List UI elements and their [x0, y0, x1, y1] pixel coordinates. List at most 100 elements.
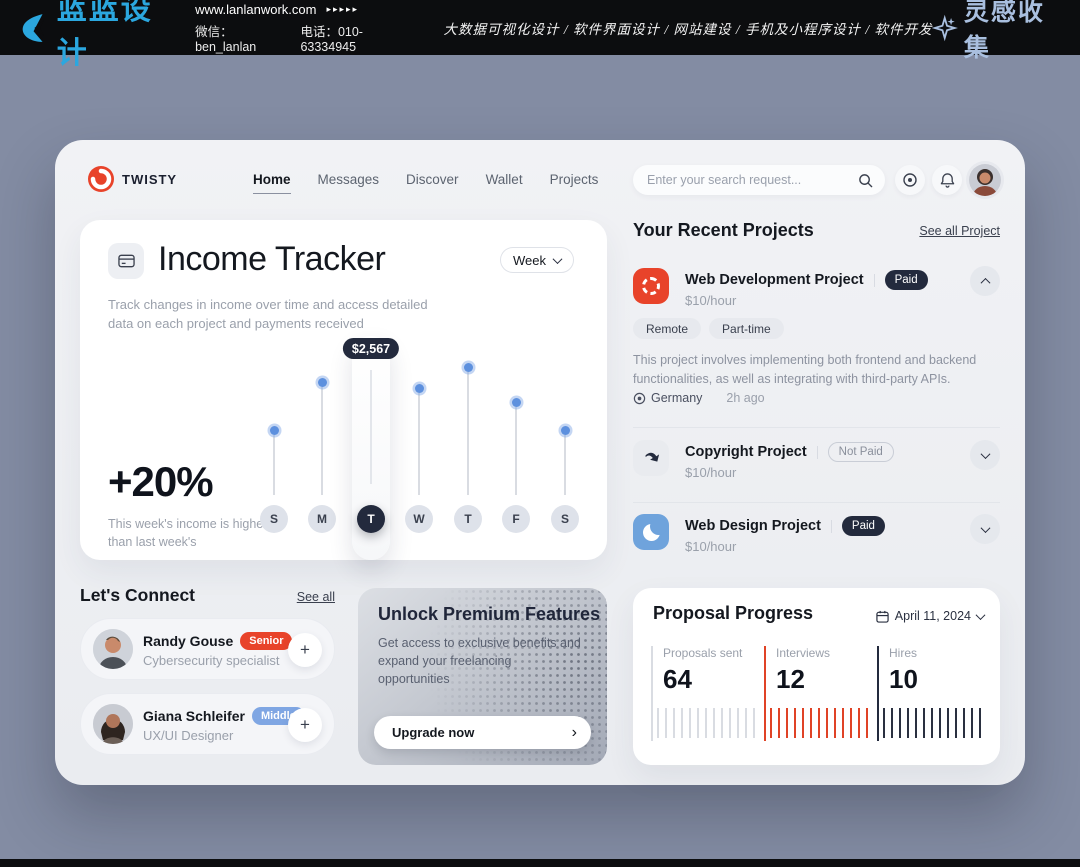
- date-picker[interactable]: April 11, 2024: [876, 609, 986, 623]
- see-all-connections-link[interactable]: See all: [296, 590, 335, 604]
- tag-part-time[interactable]: Part-time: [709, 318, 784, 339]
- divider: [830, 519, 832, 533]
- project-icon-box: [633, 440, 669, 476]
- banner-wechat: 微信：ben_lanlan: [195, 24, 257, 54]
- nav-home[interactable]: Home: [253, 172, 291, 194]
- project-row-copyright: Copyright Project Not Paid $10/hour: [633, 440, 1000, 495]
- bottom-black-bar: [0, 859, 1080, 867]
- chart-day-label[interactable]: F: [502, 505, 530, 533]
- progress-tick: [907, 708, 909, 738]
- chart-stem: [370, 370, 372, 484]
- person-avatar-image: [93, 704, 133, 744]
- nav-discover[interactable]: Discover: [406, 172, 459, 187]
- add-connection-button[interactable]: +: [288, 633, 322, 667]
- progress-tick: [858, 708, 860, 738]
- income-title: Income Tracker: [158, 240, 386, 278]
- progress-tick: [786, 708, 788, 738]
- person-name: Giana Schleifer: [143, 708, 245, 724]
- progress-tick: [866, 708, 868, 738]
- nav-messages[interactable]: Messages: [317, 172, 380, 187]
- chart-data-dot: [414, 384, 424, 393]
- metric-hires: Hires 10: [877, 646, 987, 742]
- chart-stem: [273, 435, 275, 495]
- app-brand: TWISTY: [88, 166, 177, 192]
- chart-day-column[interactable]: S: [250, 316, 298, 533]
- income-subtitle: Track changes in income over time and ac…: [108, 297, 428, 331]
- progress-tick: [705, 708, 707, 738]
- collapse-project-button[interactable]: [970, 266, 1000, 296]
- upgrade-now-button[interactable]: Upgrade now ›: [374, 716, 591, 749]
- progress-tick: [681, 708, 683, 738]
- metric-interviews: Interviews 12: [764, 646, 874, 742]
- chart-day-column[interactable]: W: [395, 316, 443, 533]
- premium-body: Get access to exclusive benefits and exp…: [378, 636, 581, 687]
- payment-badge: Not Paid: [827, 442, 894, 462]
- upgrade-label: Upgrade now: [392, 725, 475, 740]
- metric-divider: [764, 646, 766, 741]
- nav-wallet[interactable]: Wallet: [485, 172, 523, 187]
- add-connection-button[interactable]: +: [288, 708, 322, 742]
- connection-card-giana: Giana Schleifer Middle UX/UI Designer +: [80, 693, 335, 755]
- chart-day-column[interactable]: T: [444, 316, 492, 533]
- see-all-projects-link[interactable]: See all Project: [919, 224, 1000, 238]
- metric-proposals-sent: Proposals sent 64: [651, 646, 761, 742]
- chart-stem: [418, 393, 420, 495]
- level-badge: Senior: [240, 632, 293, 650]
- lets-connect-heading: Let's Connect: [80, 585, 196, 605]
- notifications-button[interactable]: [932, 165, 962, 195]
- chart-day-label[interactable]: W: [405, 505, 433, 533]
- progress-tick: [931, 708, 933, 738]
- chart-day-label[interactable]: M: [308, 505, 336, 533]
- search-bar[interactable]: [633, 165, 885, 195]
- progress-tick: [947, 708, 949, 738]
- chart-day-column[interactable]: S: [541, 316, 589, 533]
- crescent-icon: [642, 517, 667, 541]
- project-rate: $10/hour: [685, 539, 737, 554]
- tag-remote[interactable]: Remote: [633, 318, 702, 339]
- settings-target-button[interactable]: [895, 165, 925, 195]
- chevron-up-icon: [980, 277, 990, 288]
- chart-day-column[interactable]: F: [492, 316, 540, 533]
- progress-tick: [689, 708, 691, 738]
- proposal-progress-card: Proposal Progress April 11, 2024 Proposa…: [633, 588, 1000, 765]
- chart-value-tooltip: $2,567: [342, 338, 400, 359]
- expand-project-button[interactable]: [970, 440, 1000, 470]
- chart-day-label[interactable]: T: [357, 505, 385, 533]
- project-title: Copyright Project: [685, 444, 807, 460]
- promo-banner: 蓝蓝设计 www.lanlanwork.com ▸▸▸▸▸ 微信：ben_lan…: [0, 0, 1080, 70]
- progress-tick: [794, 708, 796, 738]
- user-avatar[interactable]: [969, 164, 1001, 196]
- nav-projects[interactable]: Projects: [549, 172, 599, 187]
- chart-day-column[interactable]: M: [298, 316, 346, 533]
- chart-day-column[interactable]: $2,567 T: [342, 316, 400, 560]
- progress-tick: [842, 708, 844, 738]
- progress-tick: [915, 708, 917, 738]
- progress-tick: [891, 708, 893, 738]
- search-input[interactable]: [647, 173, 858, 187]
- progress-tick: [979, 708, 981, 738]
- lanlan-logo: 蓝蓝设计: [18, 0, 173, 72]
- person-name: Randy Gouse: [143, 633, 234, 649]
- metric-value: 64: [663, 664, 692, 694]
- chart-data-dot: [463, 363, 473, 372]
- chart-day-label[interactable]: S: [551, 505, 579, 533]
- expand-project-button[interactable]: [970, 514, 1000, 544]
- premium-upsell-card: Unlock Premium Features Get access to ex…: [358, 588, 607, 765]
- metric-label: Hires: [889, 646, 918, 660]
- period-select[interactable]: Week: [500, 247, 574, 273]
- chevron-down-icon: [552, 253, 563, 264]
- divider: [873, 273, 875, 287]
- payment-badge: Paid: [884, 270, 928, 290]
- proposal-title: Proposal Progress: [653, 603, 814, 623]
- chart-day-label[interactable]: T: [454, 505, 482, 533]
- metric-tick-chart: [877, 708, 987, 738]
- lanlan-logo-icon: [22, 13, 45, 42]
- project-time: 2h ago: [726, 391, 765, 405]
- progress-tick: [955, 708, 957, 738]
- calendar-icon: [876, 610, 889, 623]
- progress-tick: [899, 708, 901, 738]
- progress-tick: [721, 708, 723, 738]
- chart-day-label[interactable]: S: [260, 505, 288, 533]
- banner-collection-text: 灵感收集: [963, 0, 1045, 62]
- progress-tick: [971, 708, 973, 738]
